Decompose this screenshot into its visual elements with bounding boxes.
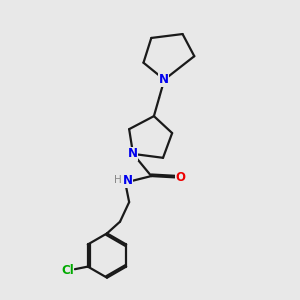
Text: O: O bbox=[176, 171, 185, 184]
Text: N: N bbox=[128, 147, 137, 161]
Text: Cl: Cl bbox=[61, 264, 74, 277]
Text: N: N bbox=[159, 73, 169, 86]
Text: H: H bbox=[114, 176, 122, 185]
Text: N: N bbox=[123, 174, 133, 187]
